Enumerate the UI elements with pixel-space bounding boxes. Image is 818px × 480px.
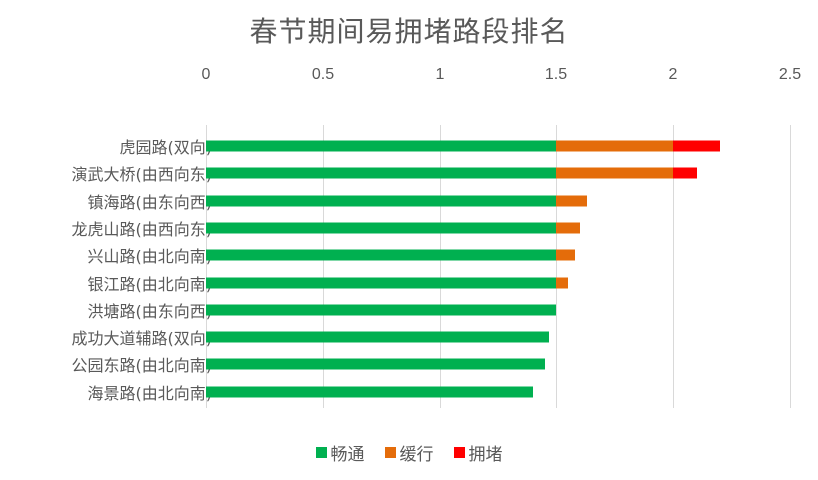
legend-label: 拥堵 (468, 445, 503, 465)
bar-segment (556, 222, 580, 234)
legend-swatch-icon (384, 447, 396, 458)
bar-segment (206, 358, 545, 370)
category-label: 演武大桥(由西向东) (71, 165, 213, 185)
x-tick-label: 0 (201, 66, 211, 83)
x-tick-label: 1 (435, 66, 445, 83)
gridline (440, 125, 441, 408)
x-tick-label: 0.5 (311, 66, 335, 83)
chart-title: 春节期间易拥堵路段排名 (249, 15, 569, 48)
bar-segment (673, 140, 720, 152)
bar-segment (556, 140, 674, 152)
bar-segment (206, 249, 557, 261)
legend-item: 畅通 (315, 440, 365, 465)
x-tick-label: 1.5 (544, 66, 568, 83)
bar-segment (206, 140, 557, 152)
category-label: 洪塘路(由东向西) (87, 301, 213, 321)
bar-segment (206, 222, 557, 234)
bar-segment (673, 167, 697, 179)
category-label: 海景路(由北向南) (87, 383, 213, 403)
x-tick-label: 2 (668, 66, 678, 83)
bar-segment (556, 195, 587, 207)
gridline (790, 125, 791, 408)
legend-item: 拥堵 (453, 440, 503, 465)
category-label: 兴山路(由北向南) (87, 247, 213, 267)
bar-segment (206, 277, 557, 288)
category-label: 虎园路(双向) (119, 138, 213, 157)
gridline (206, 125, 207, 408)
bar-segment (556, 249, 576, 261)
legend-item: 缓行 (384, 440, 434, 465)
category-label: 公园东路(由北向南) (71, 356, 213, 376)
gridline (323, 125, 324, 408)
category-label: 镇海路(由东向西) (87, 192, 213, 212)
gridline (556, 125, 557, 408)
bar-segment (556, 277, 569, 288)
bar-segment (206, 195, 557, 207)
bar-segment (206, 331, 550, 343)
category-label: 银江路(由北向南) (87, 274, 213, 294)
legend-swatch-icon (453, 447, 465, 458)
gridline (673, 125, 674, 408)
bar-segment (206, 167, 557, 179)
x-tick-label: 2.5 (778, 66, 802, 83)
category-label: 龙虎山路(由西向东) (71, 219, 213, 239)
bar-segment (206, 386, 534, 398)
bar-segment (206, 304, 557, 316)
legend: 畅通 缓行 拥堵 (0, 440, 818, 465)
legend-label: 缓行 (399, 445, 434, 465)
category-label: 成功大道辅路(双向) (71, 329, 213, 349)
legend-label: 畅通 (330, 445, 365, 465)
bar-segment (556, 167, 674, 179)
legend-swatch-icon (315, 447, 327, 458)
